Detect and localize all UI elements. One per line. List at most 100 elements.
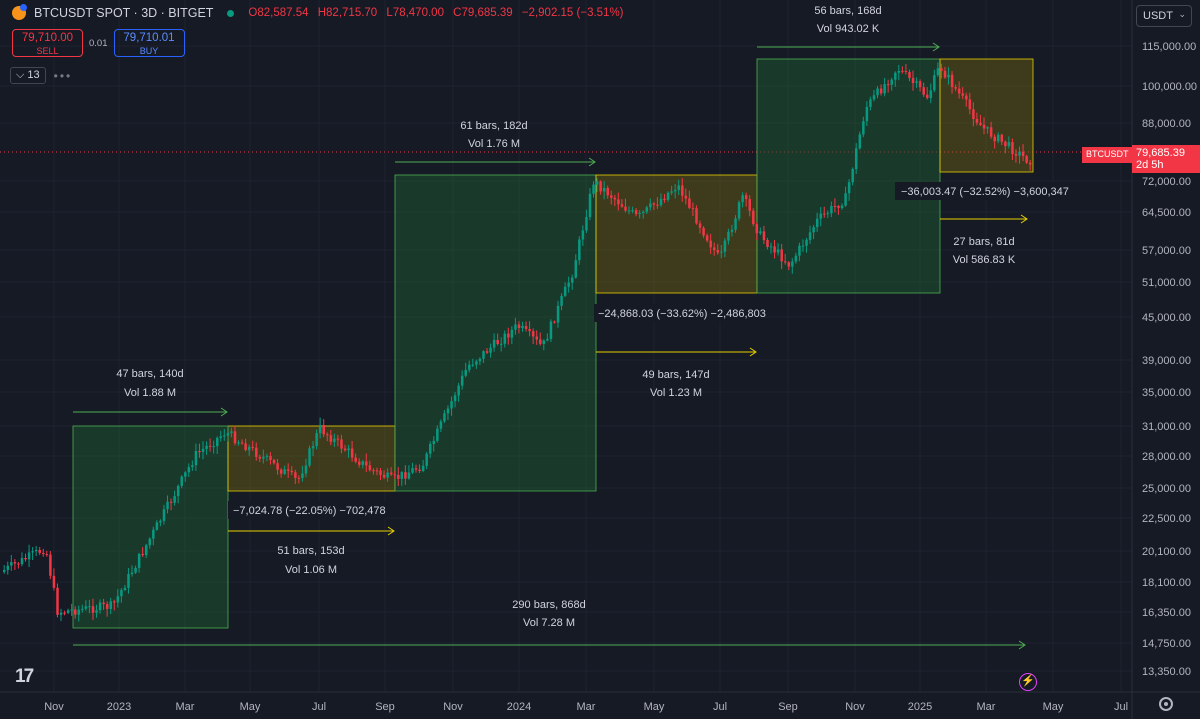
candle-body — [27, 552, 31, 560]
candle-body — [627, 210, 631, 212]
candle-body — [354, 457, 357, 462]
candle-body — [297, 477, 301, 479]
candle-body — [485, 351, 489, 353]
candle-body — [95, 610, 98, 613]
candle-body — [716, 250, 720, 253]
down3-change-label: −36,003.47 (−32.52%) −3,600,347 — [901, 186, 1069, 198]
candle-body — [471, 364, 475, 366]
correction-box-3[interactable] — [939, 58, 1034, 173]
candle-body — [855, 148, 858, 169]
candle-body — [230, 431, 233, 433]
time-tick: 2025 — [908, 701, 932, 713]
down1-label-bg — [228, 501, 386, 519]
measure-labels: 47 bars, 140d Vol 1.88 M −7,024.78 (−22.… — [116, 5, 1069, 629]
down2-bars-label: 49 bars, 147d — [642, 369, 709, 381]
candle-body — [954, 87, 957, 89]
price-axis[interactable]: 115,000.00 100,000.00 88,000.00 72,000.0… — [1142, 41, 1197, 678]
candle-body — [862, 121, 865, 135]
candle-body — [453, 395, 457, 402]
candle-body — [169, 501, 173, 503]
candle-body — [191, 465, 194, 468]
candle-body — [141, 554, 144, 556]
candle-body — [105, 604, 109, 609]
candle-body — [201, 448, 205, 452]
candle-body — [997, 134, 1000, 142]
candle-body — [24, 558, 27, 560]
candle-body — [464, 369, 467, 376]
candle-body — [915, 81, 918, 83]
more-options-icon[interactable]: ••• — [53, 68, 73, 83]
candle-body — [588, 193, 592, 218]
down2-label-bg — [594, 304, 759, 322]
candle-body — [617, 199, 620, 205]
candle-body — [837, 206, 840, 208]
candle-body — [1007, 142, 1011, 147]
legend-header[interactable]: BTCUSDT SPOT · 3D · BITGET O82,587.54 H8… — [12, 4, 624, 20]
candle-body — [74, 609, 77, 615]
candle-body — [276, 463, 279, 470]
candle-body — [42, 552, 45, 555]
candle-body — [737, 202, 741, 219]
time-tick: Jul — [312, 701, 326, 713]
currency-selector[interactable]: USDT ⌄ — [1136, 5, 1192, 27]
measure-boxes[interactable] — [72, 58, 1034, 629]
candle-body — [876, 88, 879, 96]
correction-box-2[interactable] — [595, 174, 758, 294]
candle-body — [755, 224, 759, 234]
candle-body — [929, 90, 933, 98]
candle-body — [375, 470, 379, 472]
candle-body — [81, 608, 84, 610]
candle-body — [120, 589, 123, 597]
candle-body — [780, 249, 783, 262]
time-axis[interactable]: Nov 2023 Mar May Jul Sep Nov 2024 Mar Ma… — [44, 701, 1128, 713]
down1-change-label: −7,024.78 (−22.05%) −702,478 — [233, 505, 386, 517]
candle-body — [709, 240, 712, 248]
candle-body — [574, 260, 578, 278]
candlestick-series — [3, 62, 1032, 622]
indicator-row: ⌵ 13 ••• — [10, 67, 72, 84]
candle-body — [365, 461, 368, 466]
indicators-toggle-button[interactable]: ⌵ 13 — [10, 67, 46, 84]
candle-body — [219, 436, 223, 438]
market-open-dot-icon — [227, 9, 235, 17]
buy-button[interactable]: 79,710.01 BUY — [113, 29, 185, 57]
candle-body — [500, 343, 503, 345]
price-tick: 115,000.00 — [1142, 41, 1196, 53]
candle-body — [865, 106, 869, 122]
price-tick: 22,500.00 — [1142, 513, 1191, 525]
time-tick: May — [240, 701, 261, 713]
sell-button[interactable]: 79,710.00 SELL — [12, 29, 83, 57]
candle-body — [762, 231, 766, 241]
rally-box-3[interactable] — [756, 58, 941, 294]
candle-body — [407, 472, 411, 479]
tradingview-logo-icon[interactable]: 17 — [15, 666, 34, 687]
candle-body — [208, 445, 212, 447]
candle-body — [460, 375, 464, 386]
candle-body — [957, 88, 961, 94]
candle-body — [666, 192, 670, 200]
rally-box-2[interactable] — [394, 174, 597, 492]
candle-body — [113, 601, 116, 603]
candle-body — [436, 428, 439, 441]
gear-icon[interactable] — [1159, 697, 1173, 711]
candle-body — [283, 469, 286, 474]
symbol-title[interactable]: BTCUSDT SPOT · 3D · BITGET — [34, 6, 214, 20]
candle-body — [741, 195, 744, 203]
candle-body — [819, 213, 822, 219]
candle-body — [656, 204, 659, 206]
candle-body — [723, 240, 727, 252]
flash-icon[interactable]: ⚡ — [1019, 673, 1037, 691]
candle-body — [173, 496, 176, 503]
sell-price: 79,710.00 — [21, 32, 74, 44]
candle-body — [815, 218, 819, 228]
candle-body — [606, 188, 609, 196]
candle-body — [521, 326, 524, 328]
correction-box-1[interactable] — [227, 425, 396, 492]
candle-body — [787, 262, 791, 267]
price-tick: 18,100.00 — [1142, 577, 1191, 589]
candle-body — [322, 425, 325, 435]
rally-box-1[interactable] — [72, 425, 229, 629]
candle-body — [1011, 142, 1014, 154]
